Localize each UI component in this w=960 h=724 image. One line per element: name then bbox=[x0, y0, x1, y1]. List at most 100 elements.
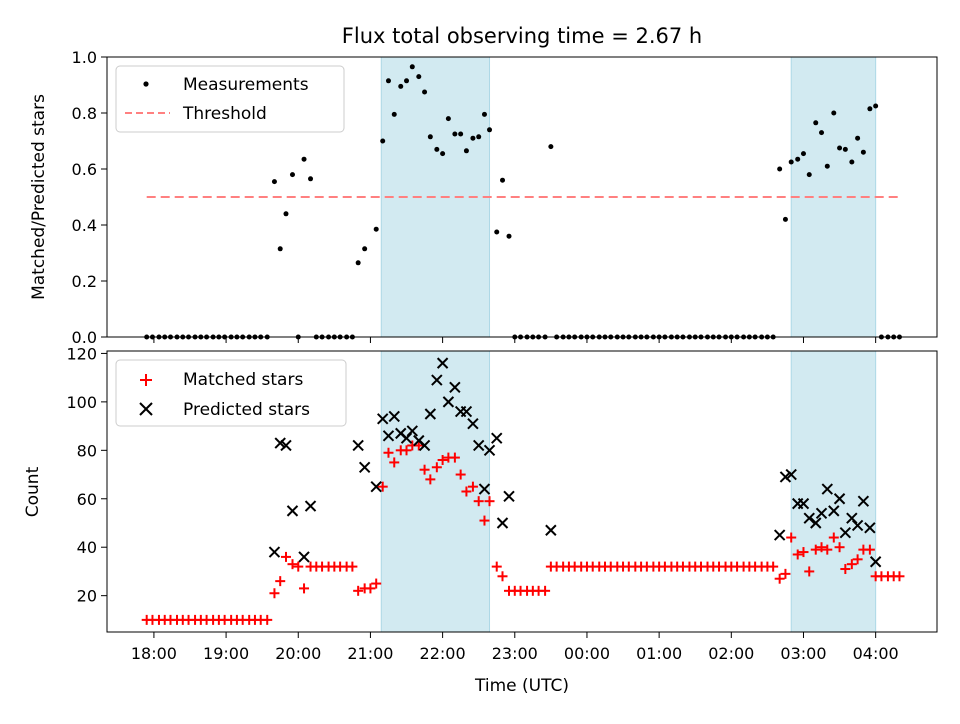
x-tick-label: 04:00 bbox=[853, 644, 899, 663]
matched-star-marker bbox=[540, 585, 551, 596]
top-panel: 0.0 0.2 0.4 0.6 0.8 1.0 Matched/Predicted sta… bbox=[29, 48, 938, 347]
predicted-star-marker bbox=[496, 517, 509, 529]
measurement-point bbox=[308, 176, 314, 182]
predicted-star-stroke bbox=[496, 517, 509, 529]
measurement-point bbox=[283, 211, 289, 217]
measurement-point bbox=[458, 131, 464, 137]
x-tick-label: 18:00 bbox=[131, 644, 177, 663]
predicted-star-marker bbox=[785, 468, 797, 481]
top-legend: Measurements Threshold bbox=[115, 65, 345, 133]
measurement-point bbox=[800, 151, 806, 157]
predicted-star-marker bbox=[815, 507, 828, 520]
x-tick-label: 19:00 bbox=[203, 644, 249, 663]
predicted-star-marker bbox=[839, 526, 852, 539]
matched-star-marker bbox=[389, 457, 400, 468]
matched-star-marker bbox=[467, 481, 478, 492]
predicted-star-stroke bbox=[449, 381, 461, 394]
predicted-star-stroke bbox=[773, 529, 786, 541]
predicted-star-marker bbox=[491, 432, 503, 444]
matched-star-marker bbox=[479, 515, 490, 526]
predicted-star-marker bbox=[846, 512, 858, 524]
measurement-point bbox=[873, 103, 879, 109]
measurement-point bbox=[391, 111, 397, 117]
predicted-star-stroke bbox=[833, 493, 846, 505]
predicted-star-stroke bbox=[395, 427, 407, 440]
measurement-point bbox=[867, 106, 873, 112]
matched-star-marker bbox=[798, 547, 809, 558]
measurement-point bbox=[831, 110, 837, 116]
x-tick-label: 03:00 bbox=[780, 644, 826, 663]
predicted-star-marker bbox=[382, 430, 395, 442]
predicted-star-stroke bbox=[815, 507, 828, 520]
matched-star-marker bbox=[774, 573, 785, 584]
matched-star-marker bbox=[449, 452, 460, 463]
measurement-point bbox=[289, 172, 295, 178]
x-tick-label: 00:00 bbox=[564, 644, 610, 663]
shaded-region bbox=[790, 350, 877, 633]
predicted-stars-points bbox=[268, 357, 882, 568]
predicted-star-stroke bbox=[388, 410, 400, 423]
matched-star-marker bbox=[792, 549, 803, 560]
measurement-point bbox=[795, 156, 801, 162]
measurement-point bbox=[404, 78, 410, 84]
matched-star-marker bbox=[269, 588, 280, 599]
measurement-point bbox=[476, 134, 482, 140]
predicted-star-marker bbox=[833, 493, 846, 505]
x-tick-label: 20:00 bbox=[275, 644, 321, 663]
measurement-point bbox=[819, 130, 825, 136]
measurement-point bbox=[487, 127, 493, 133]
matched-star-marker bbox=[425, 474, 436, 485]
matched-star-marker bbox=[768, 561, 779, 572]
predicted-star-stroke bbox=[280, 439, 292, 452]
matched-star-marker bbox=[455, 469, 466, 480]
matched-star-marker bbox=[299, 583, 310, 594]
matched-star-marker bbox=[810, 544, 821, 555]
x-tick-label: 23:00 bbox=[492, 644, 538, 663]
predicted-star-stroke bbox=[797, 497, 810, 510]
predicted-star-stroke bbox=[358, 461, 371, 473]
measurement-point bbox=[434, 146, 440, 152]
bottom-x-ticks: 18:00 19:00 20:00 21:00 22:00 23:00 00:00 01:00… bbox=[131, 632, 899, 663]
measurement-point bbox=[855, 135, 861, 141]
predicted-star-marker bbox=[803, 512, 815, 524]
legend-predicted-marker bbox=[139, 402, 153, 416]
matched-star-marker bbox=[804, 566, 815, 577]
predicted-star-stroke bbox=[382, 430, 395, 442]
measurement-point bbox=[788, 159, 794, 165]
predicted-star-stroke bbox=[424, 408, 437, 420]
top-y-axis-label: Matched/Predicted stars bbox=[29, 94, 49, 300]
measurement-point bbox=[301, 156, 307, 162]
matched-star-marker bbox=[864, 544, 875, 555]
predicted-star-marker bbox=[436, 357, 449, 369]
matched-star-marker bbox=[484, 496, 495, 507]
matched-star-marker bbox=[780, 568, 791, 579]
predicted-star-stroke bbox=[491, 432, 503, 444]
predicted-star-marker bbox=[483, 444, 496, 457]
measurement-point bbox=[837, 145, 843, 151]
predicted-star-marker bbox=[478, 483, 491, 495]
measurement-point bbox=[277, 246, 283, 252]
measurement-point bbox=[481, 111, 487, 117]
y-tick-label: 100 bbox=[66, 393, 97, 412]
predicted-star-stroke bbox=[442, 396, 455, 408]
matched-star-marker bbox=[497, 571, 508, 582]
legend-measurements-marker bbox=[143, 81, 149, 87]
predicted-star-marker bbox=[449, 381, 461, 394]
top-x-ticks bbox=[153, 337, 877, 343]
predicted-star-stroke bbox=[851, 519, 864, 532]
top-y-ticks: 0.0 0.2 0.4 0.6 0.8 1.0 bbox=[72, 48, 107, 347]
predicted-star-stroke bbox=[436, 357, 449, 369]
predicted-star-stroke bbox=[298, 551, 310, 563]
predicted-star-marker bbox=[810, 517, 822, 529]
measurement-point bbox=[362, 246, 368, 252]
measurement-point bbox=[506, 233, 512, 239]
y-tick-label: 60 bbox=[77, 490, 97, 509]
measurement-point bbox=[470, 135, 476, 141]
bottom-shaded-regions bbox=[380, 350, 877, 633]
measurement-point bbox=[416, 74, 422, 80]
measurement-point bbox=[806, 172, 812, 178]
predicted-star-stroke bbox=[376, 413, 389, 425]
predicted-star-stroke bbox=[472, 439, 485, 452]
measurement-point bbox=[373, 226, 379, 232]
